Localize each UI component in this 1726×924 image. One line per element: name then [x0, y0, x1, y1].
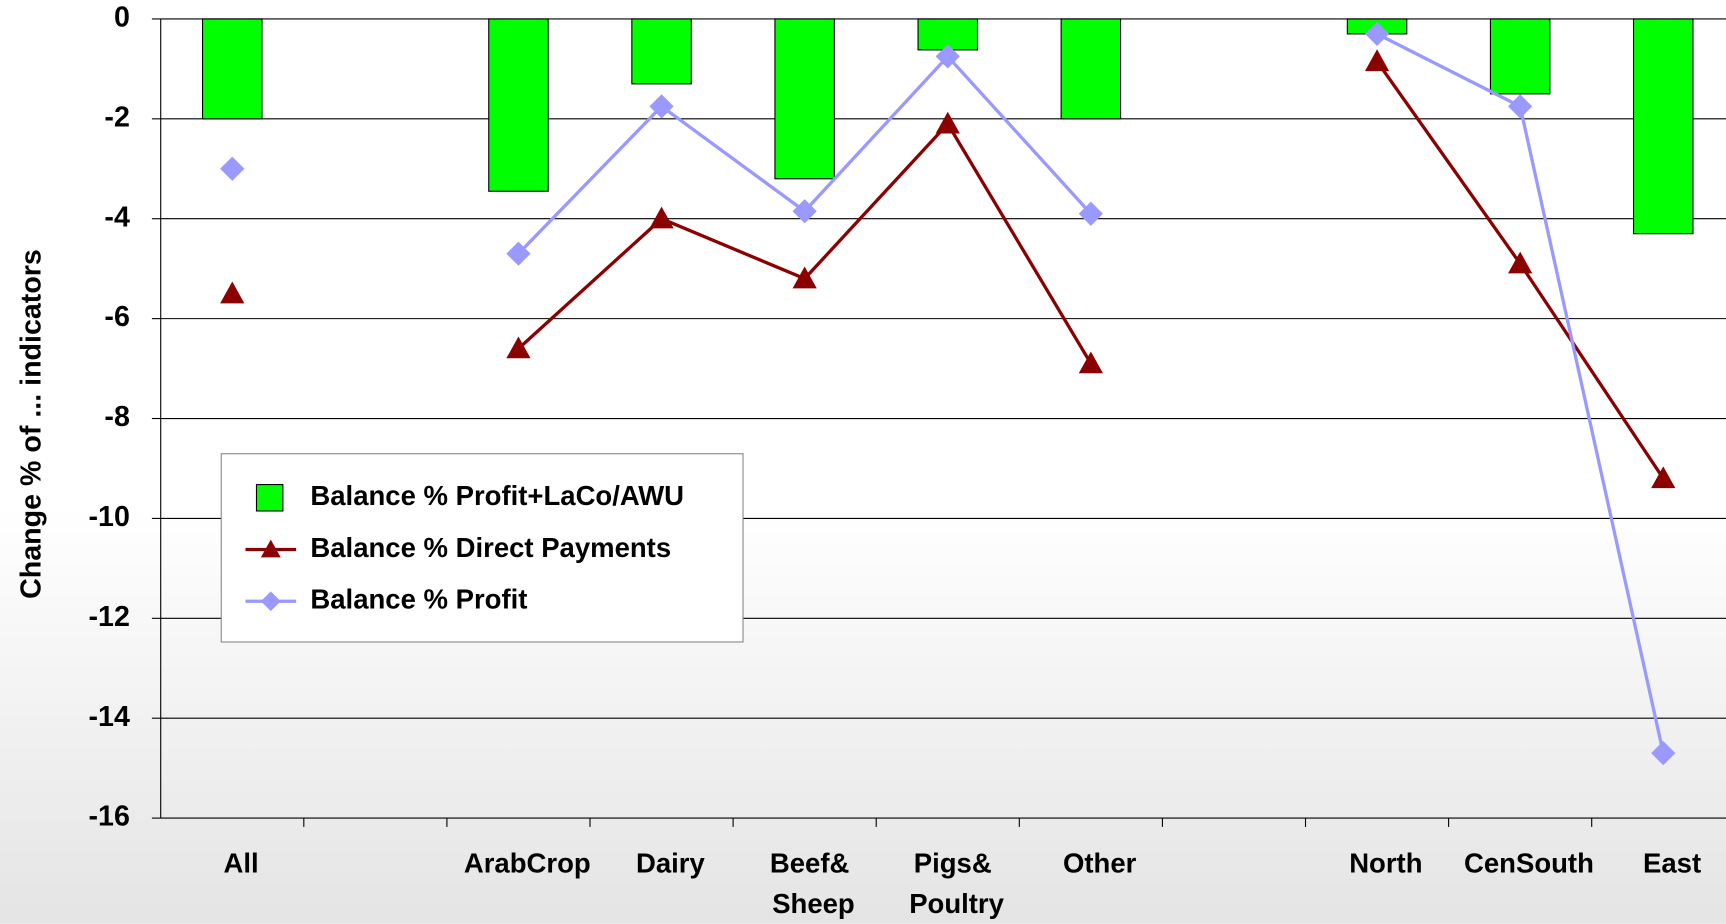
legend-swatch	[255, 484, 284, 512]
x-tick-label: Other	[1063, 848, 1137, 879]
marker	[792, 266, 817, 289]
y-tick-label: -8	[104, 401, 130, 433]
marker	[1508, 251, 1533, 274]
y-tick-label: -10	[89, 501, 130, 533]
y-tick-label: -6	[104, 301, 129, 333]
marker	[220, 156, 245, 181]
bar	[1060, 18, 1122, 120]
bar	[1489, 18, 1551, 95]
marker	[506, 241, 531, 266]
x-tick-label: Beef& Sheep	[770, 848, 857, 920]
marker	[649, 206, 674, 229]
y-tick-label: -4	[104, 201, 130, 233]
y-axis-label: Change % of ... indicators	[16, 249, 48, 599]
legend-label: Balance % Direct Payments	[310, 532, 671, 563]
bar	[488, 18, 549, 192]
legend-label: Balance % Profit+LaCo/AWU	[310, 480, 684, 511]
marker	[1078, 201, 1103, 226]
y-tick-label: -2	[104, 101, 129, 133]
y-tick-label: -12	[89, 601, 130, 633]
marker	[1364, 49, 1390, 72]
bar	[1632, 18, 1694, 235]
legend-marker	[260, 539, 281, 558]
bar	[774, 18, 835, 180]
x-tick-label: North	[1349, 848, 1422, 879]
y-tick-label: 0	[114, 2, 130, 34]
marker	[506, 336, 531, 359]
x-tick-label: All	[223, 848, 258, 879]
x-tick-label: East	[1643, 848, 1701, 879]
marker	[935, 111, 960, 134]
x-tick-label: Pigs& Poultry	[909, 848, 1004, 920]
marker	[1651, 741, 1676, 766]
x-tick-label: ArabCrop	[464, 848, 591, 879]
legend-marker	[260, 591, 281, 612]
x-tick-label: Dairy	[636, 848, 705, 879]
legend-label: Balance % Profit	[310, 584, 527, 615]
bar	[201, 18, 263, 120]
marker	[1651, 466, 1676, 489]
x-tick-label: CenSouth	[1464, 848, 1594, 879]
bar	[631, 18, 692, 85]
marker	[1364, 21, 1390, 47]
marker	[1078, 351, 1103, 374]
y-tick-label: -14	[89, 701, 130, 733]
y-tick-label: -16	[89, 801, 130, 833]
marker	[220, 281, 245, 304]
legend-box	[220, 453, 744, 643]
